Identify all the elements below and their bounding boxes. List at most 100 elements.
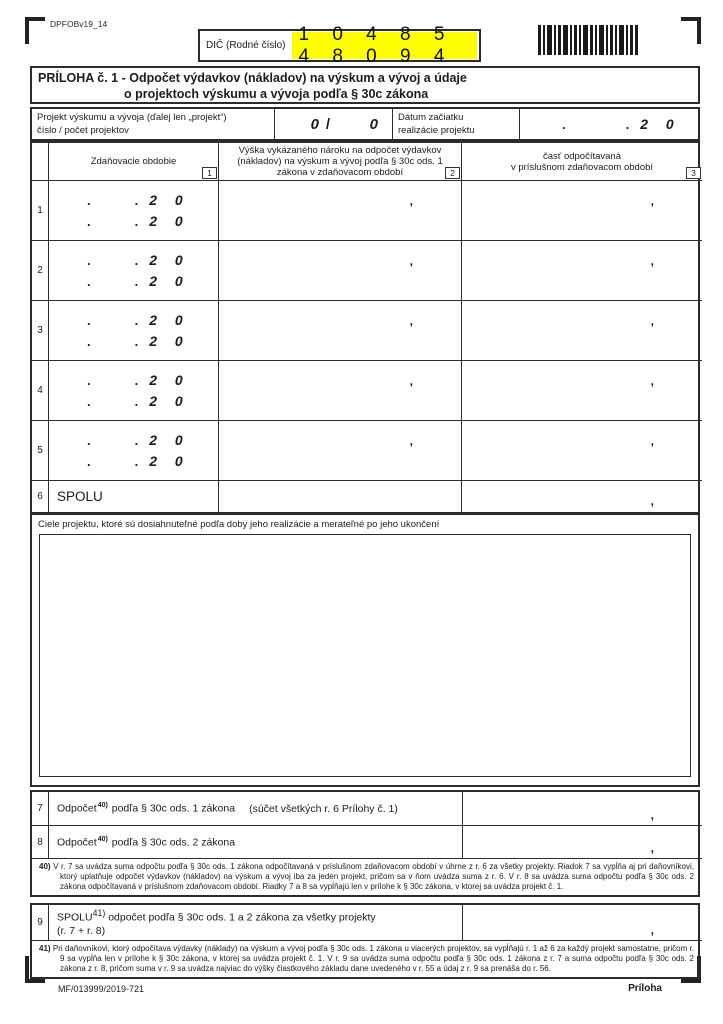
date-dot: . bbox=[87, 394, 91, 410]
crop-mark-top-left bbox=[25, 17, 45, 44]
crop-mark-top-right bbox=[681, 17, 701, 44]
row-number: 1 bbox=[32, 180, 48, 240]
project-start-date-label: Dátum začiatku realizácie projektu bbox=[392, 109, 519, 139]
row-number: 2 bbox=[32, 240, 48, 300]
date-dot: . bbox=[134, 312, 139, 328]
row7-label: Odpočet40) podľa § 30c ods. 1 zákona (súč… bbox=[48, 792, 462, 825]
attachment-page-label: Príloha bbox=[628, 983, 662, 994]
date-year-prefix: 2 0 bbox=[149, 251, 190, 268]
row9-label: SPOLU41) odpočet podľa § 30c ods. 1 a 2 … bbox=[48, 905, 462, 940]
date-dot: . bbox=[87, 192, 91, 208]
date-year-prefix: 2 0 bbox=[149, 213, 190, 230]
decimal-comma: , bbox=[409, 254, 413, 268]
deducted-part-field-row3[interactable]: , bbox=[461, 300, 702, 360]
project-count-value[interactable]: 0 bbox=[369, 115, 378, 133]
date-year-prefix: 2 0 bbox=[640, 116, 681, 132]
grand-total-table: 9 SPOLU41) odpočet podľa § 30c ods. 1 a … bbox=[30, 903, 702, 980]
decimal-comma: , bbox=[409, 434, 413, 448]
footnote-ref-40: 40) bbox=[97, 835, 108, 843]
decimal-comma: , bbox=[650, 808, 654, 822]
claim-amount-field-row2[interactable]: , bbox=[218, 240, 461, 300]
date-dot: . bbox=[87, 214, 91, 230]
date-year-prefix: 2 0 bbox=[149, 191, 190, 208]
footnote-ref-41: 41) bbox=[92, 908, 106, 919]
ministry-reference-number: MF/013999/2019-721 bbox=[58, 984, 145, 994]
tax-period-field-row5[interactable]: .. 2 0 .. 2 0 bbox=[48, 420, 218, 480]
claim-amount-field-row5[interactable]: , bbox=[218, 420, 461, 480]
column-header-claim-amount: Výška vykázaného nároku na odpočet výdav… bbox=[218, 143, 461, 180]
dic-label: DIČ (Rodné číslo) bbox=[206, 40, 286, 51]
dic-field-group: DIČ (Rodné číslo) 1 0 4 8 5 4 8 0 9 4 bbox=[198, 24, 481, 67]
decimal-comma: , bbox=[650, 841, 654, 855]
project-goals-label: Ciele projektu, ktoré sú dosiahnuteľné p… bbox=[38, 519, 440, 530]
decimal-comma: , bbox=[409, 374, 413, 388]
column-header-deducted-part: časť odpočítavaná v príslušnom zdaňovaco… bbox=[461, 143, 702, 180]
date-year-prefix: 2 0 bbox=[149, 311, 190, 328]
decimal-comma: , bbox=[650, 254, 654, 268]
date-dot: . bbox=[87, 454, 91, 470]
tax-period-field-row1[interactable]: .. 2 0 .. 2 0 bbox=[48, 180, 218, 240]
date-year-prefix: 2 0 bbox=[149, 393, 190, 410]
project-number-separator: / bbox=[325, 115, 331, 133]
decimal-comma: , bbox=[650, 314, 654, 328]
total-deducted-part-field[interactable]: , bbox=[461, 480, 702, 512]
date-dot: . bbox=[134, 432, 139, 448]
project-start-date-field[interactable]: . . 2 0 bbox=[519, 109, 702, 139]
project-number-value[interactable]: 0 bbox=[310, 115, 319, 133]
row-number: 3 bbox=[32, 300, 48, 360]
deducted-part-field-row2[interactable]: , bbox=[461, 240, 702, 300]
date-dot: . bbox=[134, 454, 139, 470]
date-dot: . bbox=[87, 274, 91, 290]
project-label: Projekt výskumu a vývoja (ďalej len „pro… bbox=[37, 112, 227, 136]
tax-period-field-row4[interactable]: .. 2 0 .. 2 0 bbox=[48, 360, 218, 420]
footnote-41: 41) Pri daňovníkovi, ktorý odpočítava vý… bbox=[32, 940, 702, 977]
header-rownum-spacer bbox=[32, 143, 48, 180]
project-goals-textarea[interactable] bbox=[39, 534, 691, 777]
project-info-row: Projekt výskumu a vývoja (ďalej len „pro… bbox=[30, 107, 700, 141]
form-title-line1: PRÍLOHA č. 1 - Odpočet výdavkov (náklado… bbox=[38, 71, 467, 85]
date-dot: . bbox=[134, 334, 139, 350]
footnote-ref-40: 40) bbox=[97, 802, 108, 810]
deducted-part-field-row5[interactable]: , bbox=[461, 420, 702, 480]
date-dot: . bbox=[87, 312, 91, 328]
row7-amount-field[interactable]: , bbox=[462, 792, 702, 825]
decimal-comma: , bbox=[650, 374, 654, 388]
row9-label-line2: (r. 7 + r. 8) bbox=[57, 924, 106, 937]
decimal-comma: , bbox=[650, 494, 654, 508]
decimal-comma: , bbox=[650, 194, 654, 208]
form-version-code: DPFOBv19_14 bbox=[50, 19, 108, 29]
date-dot: . bbox=[134, 372, 139, 388]
decimal-comma: , bbox=[409, 314, 413, 328]
date-dot: . bbox=[134, 214, 139, 230]
column-header-period: Zdaňovacie obdobie 1 bbox=[48, 143, 218, 180]
date-year-prefix: 2 0 bbox=[149, 453, 190, 470]
tax-period-field-row3[interactable]: .. 2 0 .. 2 0 bbox=[48, 300, 218, 360]
row-number: 4 bbox=[32, 360, 48, 420]
decimal-comma: , bbox=[650, 923, 654, 937]
claim-amount-field-row4[interactable]: , bbox=[218, 360, 461, 420]
form-title-line2: o projektoch výskumu a vývoja podľa § 30… bbox=[124, 87, 429, 101]
total-claim-amount-cell bbox=[218, 480, 461, 512]
row8-amount-field[interactable]: , bbox=[462, 825, 702, 858]
date-year-prefix: 2 0 bbox=[149, 333, 190, 350]
row9-amount-field[interactable]: , bbox=[462, 905, 702, 940]
tax-period-field-row2[interactable]: .. 2 0 .. 2 0 bbox=[48, 240, 218, 300]
deduction-table: Zdaňovacie obdobie 1 Výška vykázaného ná… bbox=[30, 141, 702, 514]
crop-mark-bottom-left bbox=[25, 956, 45, 983]
row-number: 9 bbox=[37, 917, 43, 928]
date-year-prefix: 2 0 bbox=[149, 273, 190, 290]
date-year-prefix: 2 0 bbox=[149, 431, 190, 448]
project-number-field[interactable]: 0 / 0 bbox=[274, 109, 392, 139]
deducted-part-field-row4[interactable]: , bbox=[461, 360, 702, 420]
date-dot: . bbox=[87, 334, 91, 350]
date-dot: . bbox=[87, 432, 91, 448]
row-number: 5 bbox=[32, 420, 48, 480]
form-title: PRÍLOHA č. 1 - Odpočet výdavkov (náklado… bbox=[30, 66, 700, 104]
deducted-part-field-row1[interactable]: , bbox=[461, 180, 702, 240]
claim-amount-field-row3[interactable]: , bbox=[218, 300, 461, 360]
column-index-2: 2 bbox=[445, 167, 460, 179]
dic-input[interactable]: 1 0 4 8 5 4 8 0 9 4 bbox=[292, 24, 477, 67]
decimal-comma: , bbox=[650, 434, 654, 448]
footnote-40: 40) V r. 7 sa uvádza suma odpočtu podľa … bbox=[32, 858, 702, 895]
claim-amount-field-row1[interactable]: , bbox=[218, 180, 461, 240]
